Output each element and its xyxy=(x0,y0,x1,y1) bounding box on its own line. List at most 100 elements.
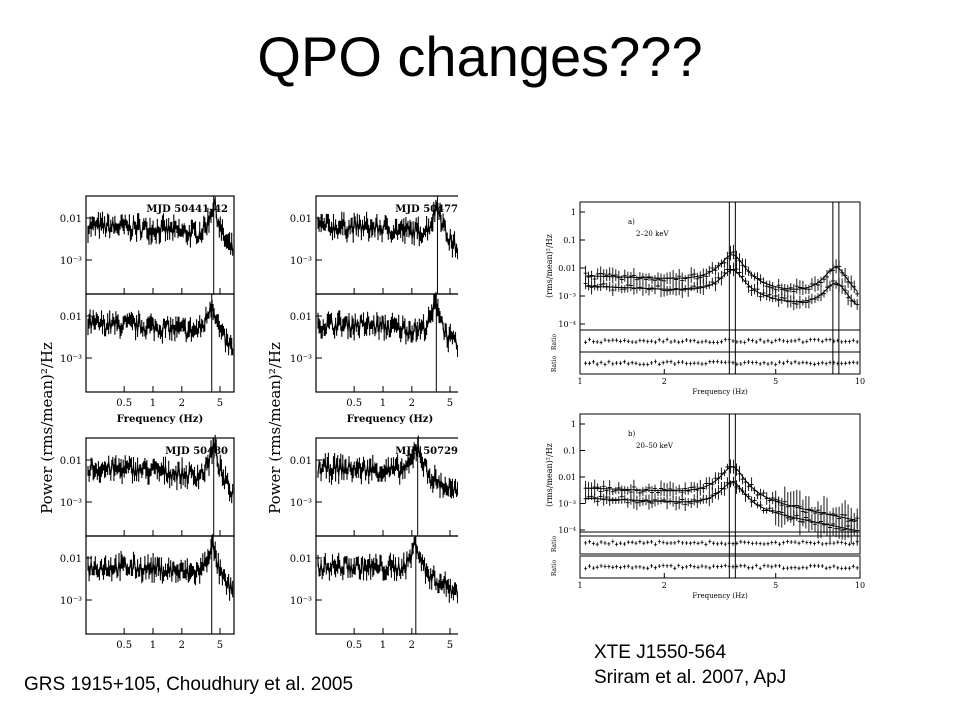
left-panel-0-1-xtick-label: 5 xyxy=(217,398,223,409)
right-panel-1-ytick-label: 10⁻⁴ xyxy=(558,526,576,535)
right-panel-1-ratio-0 xyxy=(584,539,859,547)
right-panel-1-ratio-label-2: Ratio xyxy=(551,560,558,577)
right-panel-1-ratio1-frame xyxy=(579,531,861,555)
right-panel-1-ratio-1 xyxy=(584,563,859,571)
right-panel-0-spectrum-0 xyxy=(583,244,860,300)
left-panel-1-0-spectrum-line xyxy=(317,199,464,265)
left-panel-0-1-xtick-label: 2 xyxy=(179,398,185,409)
right-panel-0-band: 2–20 keV xyxy=(636,230,669,238)
right-panel-0-xlabel: Frequency (Hz) xyxy=(692,388,748,396)
caption-left: GRS 1915+105, Choudhury et al. 2005 xyxy=(24,674,354,695)
left-panel-0-1-xlabel: Frequency (Hz) xyxy=(117,414,203,425)
right-panel-1-model-1 xyxy=(585,481,858,532)
left-panel-3-0-ytick-label: 10⁻³ xyxy=(290,498,312,509)
right-panel-1-frame xyxy=(579,413,861,537)
left-panel-1-0-ytick-label: 10⁻³ xyxy=(290,256,312,267)
left-figure-svg: Power (rms/mean)²/Hz Power (rms/mean)²/Hz… xyxy=(38,195,465,651)
right-panel-1-xtick-label: 10 xyxy=(855,581,865,590)
left-panel-2-1-frame xyxy=(85,535,235,635)
right-panel-0-xtick-label: 10 xyxy=(855,377,865,386)
left-panel-2-0-spectrum-line xyxy=(87,434,234,504)
right-panel-1-xlabel: Frequency (Hz) xyxy=(692,592,748,600)
left-panel-1-1-spectrum-line xyxy=(317,292,464,358)
left-panel-0-1-ytick-label: 10⁻³ xyxy=(60,354,82,365)
right-panel-0-ytick-label: 10⁻⁴ xyxy=(558,320,576,329)
right-panel-0-ytick-label: 1 xyxy=(571,208,576,217)
right-panel-0-ratio-label-1: Ratio xyxy=(551,334,558,351)
right-panel-1-ytick-label: 0.1 xyxy=(563,447,576,456)
left-panel-0-0-ytick-label: 10⁻³ xyxy=(60,256,82,267)
left-panel-1-1-xlabel: Frequency (Hz) xyxy=(347,414,433,425)
right-panel-1-ylabel: (rms/mean)²/Hz xyxy=(545,443,554,507)
page-title: QPO changes??? xyxy=(257,25,703,88)
left-panel-2-1-xtick-label: 2 xyxy=(179,640,185,651)
left-panel-2-0-ytick-label: 0.01 xyxy=(60,456,82,467)
left-panel-3-1-xtick-label: 2 xyxy=(409,640,415,651)
left-panel-3-0-ytick-label: 0.01 xyxy=(290,456,312,467)
right-panel-1-xtick-label: 5 xyxy=(773,581,778,590)
right-panel-0-ytick-label: 0.01 xyxy=(558,264,576,273)
left-panel-0-0-spectrum-line xyxy=(87,196,234,256)
right-panel-0-xtick-label: 5 xyxy=(773,377,778,386)
right-panel-1-ytick-label: 0.01 xyxy=(558,473,576,482)
left-panel-1-0-mjd-label: MJD 50477 xyxy=(395,204,458,215)
left-panel-3-1-ytick-label: 0.01 xyxy=(290,554,312,565)
right-panel-0-xtick-label: 2 xyxy=(662,377,667,386)
left-panel-2-0-ytick-label: 10⁻³ xyxy=(60,498,82,509)
right-panel-0-ytick-label: 10⁻³ xyxy=(558,292,576,301)
left-panel-2-1-spectrum-line xyxy=(87,534,234,601)
left-panel-2-0-mjd-label: MJD 50480 xyxy=(165,446,228,457)
left-panel-2-1-ytick-label: 10⁻³ xyxy=(60,596,82,607)
right-panel-0-ylabel: (rms/mean)²/Hz xyxy=(545,234,554,298)
left-panel-3-1-xtick-label: 5 xyxy=(447,640,453,651)
left-panel-3-1-xtick-label: 0.5 xyxy=(346,640,362,651)
right-panel-0-ytick-label: 0.1 xyxy=(563,236,576,245)
right-panel-1-ratio-label-1: Ratio xyxy=(551,536,558,553)
left-panel-0-0-mjd-label: MJD 50441–42 xyxy=(146,204,228,215)
left-panel-1-0-ytick-label: 0.01 xyxy=(290,214,312,225)
left-panel-0-1-frame xyxy=(85,293,235,393)
left-panel-2-1-xtick-label: 5 xyxy=(217,640,223,651)
left-ylabel-1: Power (rms/mean)²/Hz xyxy=(266,342,284,514)
left-panel-1-1-ytick-label: 10⁻³ xyxy=(290,354,312,365)
right-panel-1-xtick-label: 2 xyxy=(662,581,667,590)
left-panel-3-1-spectrum-line xyxy=(317,536,464,608)
left-panel-1-1-ytick-label: 0.01 xyxy=(290,312,312,323)
right-panel-0-xtick-label: 1 xyxy=(577,377,582,386)
left-panel-2-1-xtick-label: 1 xyxy=(150,640,156,651)
right-panel-0-label: a) xyxy=(628,218,635,226)
left-panel-1-1-xtick-label: 2 xyxy=(409,398,415,409)
right-panel-0-ratio-label-2: Ratio xyxy=(551,356,558,373)
right-panel-0-ratio2-frame xyxy=(579,351,861,375)
left-panel-2-1-xtick-label: 0.5 xyxy=(116,640,132,651)
left-panel-3-1-ytick-label: 10⁻³ xyxy=(290,596,312,607)
right-panel-0-model-1 xyxy=(585,269,858,306)
right-panel-1-ratio2-frame xyxy=(579,555,861,579)
right-panel-1-model-0 xyxy=(585,466,858,521)
caption-right-line2: Sriram et al. 2007, ApJ xyxy=(594,667,787,688)
left-panel-3-0-spectrum-line xyxy=(317,435,464,506)
left-panel-3-0-mjd-label: MJD 50729 xyxy=(395,446,458,457)
left-ylabel-0: Power (rms/mean)²/Hz xyxy=(38,342,56,514)
right-panel-1-band: 20–50 keV xyxy=(636,442,674,450)
left-panel-0-1-spectrum-line xyxy=(87,299,234,356)
right-figure: (rms/mean)²/Hz Ratio Ratio 1 0.1 0.01 10⁻³ 10⁻⁴… xyxy=(540,186,870,606)
right-panel-1-label: b) xyxy=(628,430,635,438)
caption-right: XTE J1550-564 Sriram et al. 2007, ApJ xyxy=(594,640,786,690)
left-panel-0-1-ytick-label: 0.01 xyxy=(60,312,82,323)
right-panel-0-ratio-1 xyxy=(584,359,859,367)
left-panel-0-1-xtick-label: 1 xyxy=(150,398,156,409)
right-panel-0-model-0 xyxy=(585,254,858,292)
left-panel-3-1-xtick-label: 1 xyxy=(380,640,386,651)
right-panel-1-ytick-label: 1 xyxy=(571,420,576,429)
left-panel-0-0-ytick-label: 0.01 xyxy=(60,214,82,225)
left-panel-1-1-xtick-label: 5 xyxy=(447,398,453,409)
left-panel-1-1-xtick-label: 0.5 xyxy=(346,398,362,409)
right-panel-0-ratio-0 xyxy=(584,337,859,345)
right-panel-1-xtick-label: 1 xyxy=(577,581,582,590)
left-panel-0-1-xtick-label: 0.5 xyxy=(116,398,132,409)
left-panel-1-1-xtick-label: 1 xyxy=(380,398,386,409)
left-panel-2-1-ytick-label: 0.01 xyxy=(60,554,82,565)
right-panel-1-ytick-label: 10⁻³ xyxy=(558,500,576,509)
right-figure-svg: (rms/mean)²/Hz Ratio Ratio 1 0.1 0.01 10⁻³ 10⁻⁴… xyxy=(545,201,865,600)
